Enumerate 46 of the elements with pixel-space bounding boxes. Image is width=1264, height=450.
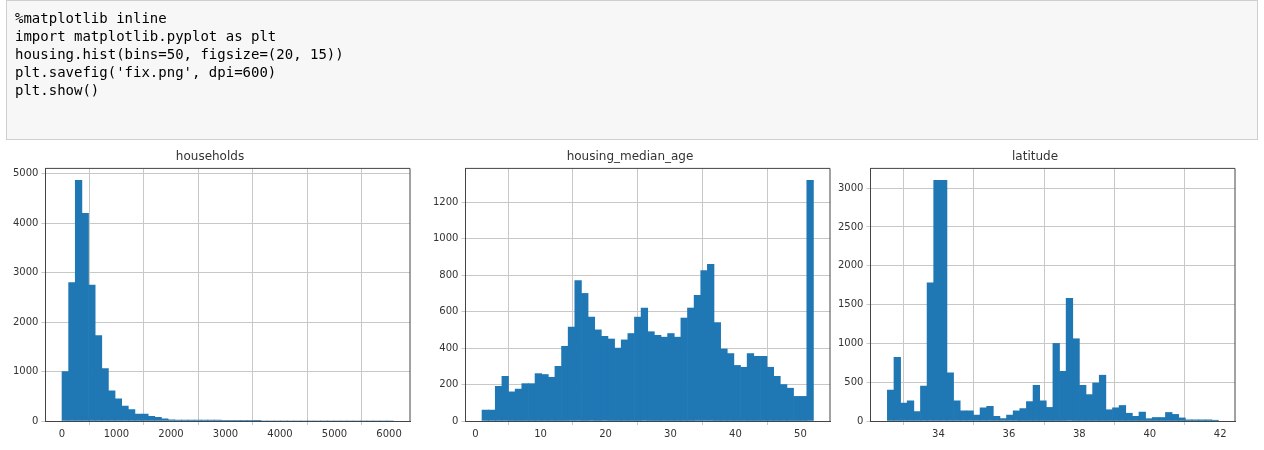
y-tick-label: 1000 [13, 365, 39, 377]
chart-title: latitude [1011, 149, 1059, 164]
y-tick-label: 3000 [838, 181, 864, 193]
x-tick-label: 6000 [376, 427, 402, 439]
y-tick-label: 600 [439, 305, 459, 317]
chart-title: housing_median_age [566, 149, 694, 164]
y-tick-label: 2000 [13, 315, 39, 327]
x-tick-label: 42 [1213, 427, 1227, 439]
y-tick-label: 200 [439, 378, 459, 390]
y-tick-label: 0 [32, 414, 39, 426]
x-tick-label: 1000 [103, 427, 130, 439]
text: plt.savefig('fix.png', dpi=600) [15, 63, 278, 81]
text: plt.show() [15, 81, 101, 99]
x-tick-label: 50 [794, 427, 807, 439]
y-tick-label: 1000 [838, 336, 864, 348]
y-tick-label: 2500 [838, 220, 864, 232]
x-tick-label: 30 [664, 427, 677, 439]
x-tick-label: 2000 [158, 427, 184, 439]
x-tick-label: 5000 [321, 427, 348, 439]
x-tick-label: 4000 [267, 427, 293, 439]
y-tick-label: 1000 [433, 232, 459, 244]
x-tick-label: 0 [58, 427, 66, 439]
y-tick-label: 3000 [13, 266, 39, 278]
chart-title: households [175, 149, 245, 164]
text: %matplotlib inline [15, 9, 168, 27]
y-tick-label: 2000 [838, 259, 864, 271]
x-tick-label: 34 [932, 427, 945, 439]
y-tick-label: 5000 [13, 167, 39, 179]
y-tick-label: 400 [439, 341, 459, 353]
y-tick-label: 4000 [13, 216, 39, 228]
x-tick-label: 36 [1002, 427, 1016, 439]
text: import matplotlib.pyplot as plt [15, 27, 278, 45]
text: housing.hist(bins=50, figsize=(20, 15)) [15, 45, 345, 63]
x-tick-label: 0 [472, 427, 479, 439]
y-tick-label: 1200 [433, 195, 459, 207]
x-tick-label: 40 [729, 427, 742, 439]
y-tick-label: 800 [439, 268, 459, 280]
x-tick-label: 20 [599, 427, 612, 439]
y-tick-label: 0 [857, 414, 864, 426]
y-tick-label: 0 [452, 414, 459, 426]
x-tick-label: 10 [534, 427, 547, 439]
x-tick-label: 40 [1143, 427, 1157, 439]
x-tick-label: 38 [1072, 427, 1086, 439]
y-tick-label: 1500 [838, 298, 864, 310]
x-tick-label: 3000 [212, 427, 239, 439]
y-tick-label: 500 [844, 375, 864, 387]
